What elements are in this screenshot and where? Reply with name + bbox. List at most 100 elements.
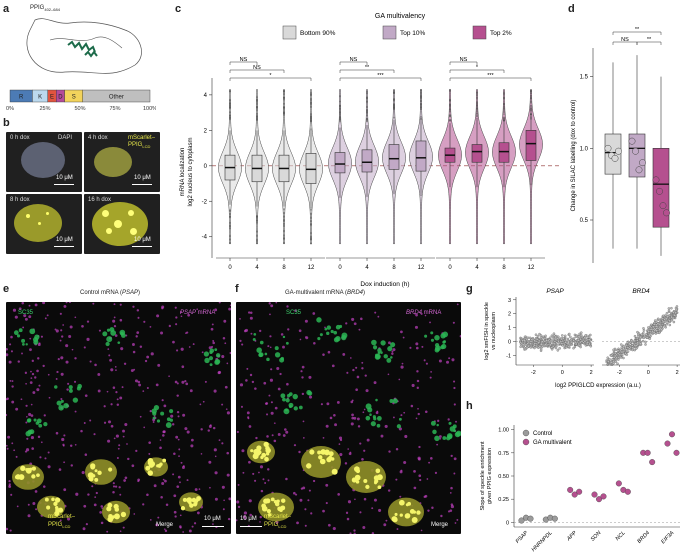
sig-label: NS [240, 57, 248, 63]
mrna-spot [36, 388, 40, 392]
mrna-spot [117, 447, 120, 450]
speckle [21, 338, 26, 343]
mrna-spot [100, 521, 104, 525]
scatter-point [620, 348, 623, 351]
mrna-spot [241, 343, 244, 346]
mrna-spot [269, 335, 272, 338]
mrna-spot [93, 503, 97, 507]
mrna-spot [327, 523, 331, 527]
speckle [166, 417, 171, 422]
mrna-spot [417, 407, 419, 410]
mrna-spot [331, 364, 335, 368]
scatter-point [667, 307, 671, 310]
speckle [209, 348, 215, 353]
scatter-point [652, 331, 656, 334]
mrna-spot [68, 335, 72, 339]
mrna-spot [32, 391, 36, 394]
mrna-spot [398, 378, 401, 381]
outlier-point [229, 224, 231, 227]
mrna-spot [200, 428, 203, 431]
mrna-spot [139, 345, 143, 348]
scatter-point [641, 339, 645, 343]
mrna-spot [415, 417, 418, 420]
mrna-spot [177, 475, 181, 479]
mrna-spot [9, 529, 12, 532]
mrna-spot [375, 411, 379, 415]
y-label-group: Change in SILAC labelling (dox to contro… [571, 100, 577, 212]
mrna-spot [410, 404, 414, 408]
outlier-point [503, 111, 505, 114]
outlier-point [310, 91, 312, 94]
speckle [434, 334, 440, 341]
scatter-point [555, 344, 559, 347]
scatter-point [666, 315, 670, 318]
y-tick-label: 1 [508, 326, 511, 332]
speckle [169, 409, 174, 414]
mrna-spot [137, 480, 140, 483]
mrna-spot [113, 437, 116, 440]
mrna-spot [222, 508, 225, 511]
outlier-point [420, 104, 422, 107]
outlier-point [256, 221, 258, 224]
outlier-point [339, 120, 341, 123]
scatter-point [574, 335, 578, 339]
x-tick-label: 0 [448, 265, 452, 271]
mrna-spot [392, 416, 395, 419]
sig-bracket [449, 77, 532, 81]
scatter-point [616, 352, 620, 356]
scatter-point [626, 346, 630, 349]
y-axis-label: log2 smFISH in speckle [484, 302, 490, 360]
speckle [392, 517, 398, 523]
scatter-point [580, 335, 584, 339]
outlier-point [283, 98, 285, 101]
mrna-spot [30, 403, 33, 406]
y-tick-label: 0 [204, 164, 208, 170]
outlier-point [503, 105, 505, 108]
speckle [341, 332, 348, 339]
mrna-spot [447, 418, 450, 421]
speckle [108, 513, 113, 519]
mrna-spot [162, 430, 166, 434]
scatter-point [557, 335, 560, 339]
legend-marker [522, 429, 530, 437]
speckle [153, 404, 160, 411]
y-tick-label: 0.25 [498, 497, 509, 503]
speckle [46, 505, 51, 510]
mrna-spot [415, 313, 418, 317]
mrna-spot [250, 332, 253, 335]
mrna-spot [229, 304, 231, 307]
mrna-spot [338, 436, 343, 440]
data-point [632, 147, 639, 155]
outlier-point [310, 208, 312, 211]
outlier-point [449, 110, 451, 113]
speckle [20, 465, 26, 471]
speckle [373, 475, 380, 481]
mrna-spot [400, 330, 403, 334]
speckle [250, 449, 254, 453]
speckle [432, 429, 437, 435]
scatter-point [648, 333, 651, 337]
speckle [53, 501, 58, 507]
mrna-spot [122, 435, 125, 438]
mrna-spot [106, 390, 109, 393]
mrna-spot [258, 471, 260, 474]
mrna-spot [298, 329, 302, 333]
outlier-point [283, 93, 285, 96]
scatter-point [649, 328, 653, 331]
mrna-spot [224, 342, 227, 345]
mrna-spot [396, 528, 399, 530]
mrna-spot [259, 465, 264, 469]
mrna-spot [361, 457, 364, 461]
mrna-spot [8, 360, 12, 364]
mrna-spot [362, 411, 365, 414]
scatter-point [588, 342, 591, 346]
speckle [351, 477, 357, 483]
scatter-point [634, 347, 638, 350]
mrna-spot [212, 339, 215, 342]
mrna-spot [301, 392, 305, 396]
scatter-point [580, 340, 584, 343]
mrna-spot [65, 344, 69, 348]
scatter-point [529, 340, 533, 343]
mrna-spot [156, 314, 160, 318]
scatter-point [560, 337, 563, 341]
